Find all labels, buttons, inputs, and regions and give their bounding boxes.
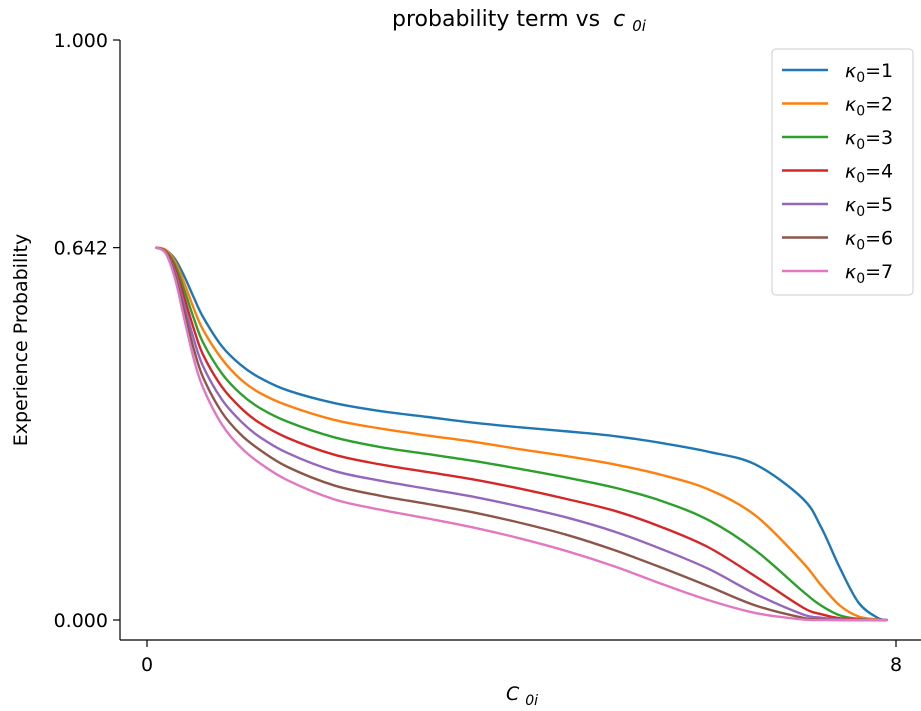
- legend-value: =6: [865, 228, 893, 250]
- legend-symbol: κ: [845, 94, 857, 116]
- series-group: [155, 246, 888, 622]
- y-axis-title: Experience Probability: [10, 234, 32, 446]
- series-line-kappa-5: [155, 246, 888, 622]
- legend-value: =4: [865, 161, 893, 183]
- legend-label: κ0=2: [845, 94, 893, 120]
- y-tick-label: 0.642: [54, 238, 108, 260]
- x-tick-label: 0: [141, 654, 153, 676]
- legend-sub: 0: [856, 171, 865, 187]
- series-line-kappa-3: [155, 246, 888, 622]
- x-axis-title-main: C: [506, 683, 520, 705]
- legend-symbol: κ: [845, 60, 857, 82]
- series-line-kappa-7: [155, 246, 888, 622]
- legend-symbol: κ: [845, 261, 857, 283]
- legend-box: [771, 48, 914, 296]
- legend-label: κ0=5: [845, 194, 893, 220]
- y-ticks: 0.000 0.642 1.000: [54, 30, 120, 632]
- legend-label: κ0=7: [845, 261, 893, 287]
- legend-sub: 0: [856, 271, 865, 287]
- x-axis-title-sub: 0i: [525, 693, 538, 709]
- legend-label: κ0=6: [845, 228, 893, 254]
- legend-value: =5: [865, 194, 893, 216]
- chart-title: probability term vs c 0i: [392, 7, 647, 35]
- legend-value: =3: [865, 127, 893, 149]
- legend-symbol: κ: [845, 127, 857, 149]
- y-tick-label: 0.000: [54, 610, 108, 632]
- legend-symbol: κ: [845, 194, 857, 216]
- legend-sub: 0: [856, 104, 865, 120]
- series-line-kappa-2: [155, 246, 888, 622]
- series-line-kappa-4: [155, 246, 888, 622]
- series-line-kappa-1: [155, 246, 888, 622]
- legend-value: =1: [865, 60, 893, 82]
- legend-symbol: κ: [845, 161, 857, 183]
- legend-label: κ0=1: [845, 60, 893, 86]
- legend-sub: 0: [856, 238, 865, 254]
- legend-label: κ0=3: [845, 127, 893, 153]
- legend-sub: 0: [856, 70, 865, 86]
- legend-sub: 0: [856, 204, 865, 220]
- chart-title-math: c: [613, 7, 625, 32]
- legend-symbol: κ: [845, 228, 857, 250]
- axes: [119, 40, 921, 641]
- series-line-kappa-6: [155, 246, 888, 622]
- legend: κ0=1κ0=2κ0=3κ0=4κ0=5κ0=6κ0=7: [771, 48, 914, 296]
- legend-items: κ0=1κ0=2κ0=3κ0=4κ0=5κ0=6κ0=7: [782, 60, 893, 287]
- x-axis-title: C 0i: [506, 683, 538, 709]
- legend-value: =7: [865, 261, 893, 283]
- chart-title-text: probability term vs: [392, 7, 600, 32]
- x-tick-label: 8: [890, 654, 902, 676]
- legend-sub: 0: [856, 137, 865, 153]
- legend-label: κ0=4: [845, 161, 893, 187]
- y-tick-label: 1.000: [54, 30, 108, 52]
- chart-title-math-sub: 0i: [632, 17, 647, 35]
- legend-value: =2: [865, 94, 893, 116]
